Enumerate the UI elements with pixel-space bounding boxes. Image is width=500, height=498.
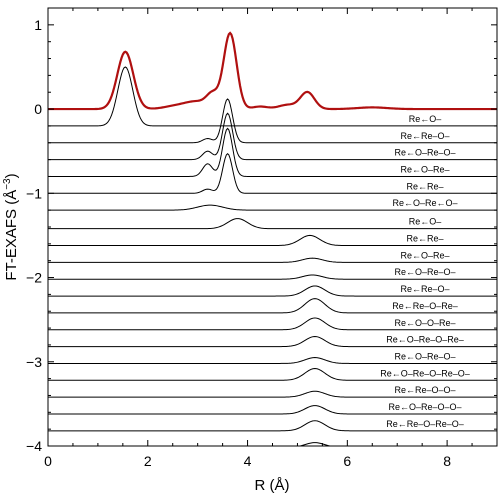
path-curve-15 [48, 357, 497, 364]
path-label-11: Re←Re–O– [400, 284, 449, 294]
y-axis-title-exponent: −3 [2, 178, 13, 190]
path-label-18: Re←O–Re–O–O– [388, 402, 461, 412]
path-curve-16 [48, 368, 497, 381]
path-label-15: Re←O–Re–O– [394, 351, 455, 361]
path-curve-13 [48, 317, 497, 331]
x-tick-label: 2 [144, 453, 152, 469]
x-axis-title: R (Å) [255, 477, 290, 494]
y-axis-title: FT-EXAFS (Å−3) [2, 173, 20, 280]
path-curve-1 [48, 66, 497, 127]
path-label-14: Re←O–Re–O–Re– [386, 335, 464, 345]
path-curve-12 [48, 298, 497, 314]
path-label-6: Re←O–Re←O– [392, 198, 457, 208]
path-curve-14 [48, 335, 497, 348]
y-tick-label: 1 [34, 17, 42, 33]
path-labels: Re←O– Re←Re–O– Re←O–Re–O– Re←O–Re– Re←Re– Re←… [380, 114, 470, 429]
path-label-19: Re←Re–O–Re–O– [386, 419, 464, 429]
y-axis-title-main: FT-EXAFS (Å [3, 190, 20, 281]
path-label-7: Re←O– [409, 217, 442, 227]
path-label-3: Re←O–Re–O– [394, 148, 455, 158]
path-label-13: Re←O–O–Re– [394, 318, 455, 328]
path-curve-10 [48, 274, 497, 280]
path-label-2: Re←Re–O– [400, 131, 449, 141]
path-curve-2 [48, 98, 497, 144]
path-curve-7 [48, 218, 497, 230]
y-axis-ticks: 1 0 −1 −2 −3 −4 [26, 7, 497, 454]
path-curve-17 [48, 390, 497, 398]
path-label-10: Re←O–Re–O– [394, 267, 455, 277]
path-label-1: Re←O– [409, 114, 442, 124]
path-curve-5 [48, 153, 497, 194]
path-label-8: Re←Re– [406, 234, 443, 244]
path-curve-3 [48, 112, 497, 161]
path-curve-18 [48, 405, 497, 415]
path-curve-4 [48, 127, 497, 177]
x-tick-label: 4 [244, 453, 252, 469]
path-label-17: Re←Re–O–O– [394, 385, 455, 395]
path-label-5: Re←Re– [406, 181, 443, 191]
y-axis-title-close: ) [3, 173, 20, 178]
y-tick-label: −2 [26, 270, 42, 286]
x-tick-label: 8 [443, 453, 451, 469]
path-curve-9 [48, 257, 497, 263]
y-tick-label: −3 [26, 354, 42, 370]
x-tick-label: 0 [44, 453, 52, 469]
path-label-9: Re←O–Re– [400, 250, 449, 260]
path-label-4: Re←O–Re– [400, 164, 449, 174]
path-curve-6 [48, 204, 497, 211]
x-tick-label: 6 [343, 453, 351, 469]
y-tick-label: −4 [26, 438, 42, 454]
path-label-12: Re←Re–O–Re– [392, 301, 458, 311]
experimental-curve [48, 31, 497, 111]
y-tick-label: 0 [34, 101, 42, 117]
path-label-16: Re←O–Re–O–Re–O– [380, 368, 470, 378]
path-curve-19 [48, 420, 497, 432]
path-curve-11 [48, 285, 497, 297]
y-tick-label: −1 [26, 185, 42, 201]
plot-curves [48, 31, 497, 446]
path-curve-8 [48, 234, 497, 247]
